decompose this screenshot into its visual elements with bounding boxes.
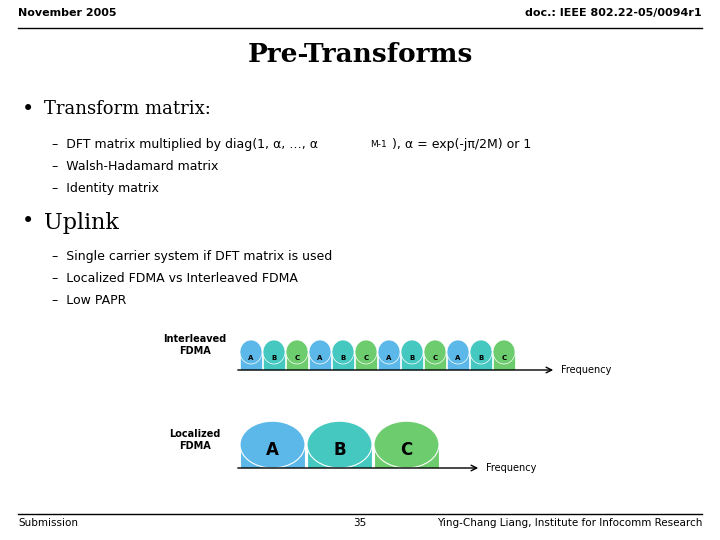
Ellipse shape xyxy=(307,421,372,468)
Bar xyxy=(240,444,305,468)
Text: November 2005: November 2005 xyxy=(18,8,117,18)
Text: Pre-Transforms: Pre-Transforms xyxy=(247,42,473,67)
Ellipse shape xyxy=(470,340,492,364)
Ellipse shape xyxy=(240,421,305,468)
Text: C: C xyxy=(433,355,438,361)
Bar xyxy=(332,352,354,370)
Text: A: A xyxy=(455,355,461,361)
Text: Ying-Chang Liang, Institute for Infocomm Research: Ying-Chang Liang, Institute for Infocomm… xyxy=(436,518,702,528)
Text: Interleaved
FDMA: Interleaved FDMA xyxy=(163,334,227,356)
Text: –  Low PAPR: – Low PAPR xyxy=(52,294,127,307)
Text: C: C xyxy=(294,355,300,361)
Ellipse shape xyxy=(401,340,423,364)
Text: –  Single carrier system if DFT matrix is used: – Single carrier system if DFT matrix is… xyxy=(52,250,332,263)
Text: C: C xyxy=(364,355,369,361)
Ellipse shape xyxy=(493,340,515,364)
Text: B: B xyxy=(271,355,276,361)
Text: A: A xyxy=(387,355,392,361)
Text: Frequency: Frequency xyxy=(486,463,536,473)
Text: –  Walsh-Hadamard matrix: – Walsh-Hadamard matrix xyxy=(52,160,218,173)
Ellipse shape xyxy=(240,340,262,364)
Text: Frequency: Frequency xyxy=(561,365,611,375)
Bar xyxy=(286,352,308,370)
Ellipse shape xyxy=(355,340,377,364)
Text: doc.: IEEE 802.22-05/0094r1: doc.: IEEE 802.22-05/0094r1 xyxy=(526,8,702,18)
Ellipse shape xyxy=(286,340,308,364)
Bar xyxy=(374,444,439,468)
Text: Submission: Submission xyxy=(18,518,78,528)
Text: Localized
FDMA: Localized FDMA xyxy=(169,429,221,451)
Text: B: B xyxy=(410,355,415,361)
Ellipse shape xyxy=(332,340,354,364)
Text: ), α = exp(-jπ/2M) or 1: ), α = exp(-jπ/2M) or 1 xyxy=(392,138,531,151)
Text: B: B xyxy=(478,355,484,361)
Ellipse shape xyxy=(447,340,469,364)
Text: –  DFT matrix multiplied by diag(1, α, …, α: – DFT matrix multiplied by diag(1, α, …,… xyxy=(52,138,318,151)
Text: B: B xyxy=(341,355,346,361)
Text: •: • xyxy=(22,100,35,119)
Text: B: B xyxy=(333,441,346,459)
Ellipse shape xyxy=(424,340,446,364)
Bar xyxy=(263,352,285,370)
Ellipse shape xyxy=(263,340,285,364)
Text: C: C xyxy=(400,441,413,459)
Text: Uplink: Uplink xyxy=(44,212,119,234)
Text: •: • xyxy=(22,212,35,231)
Text: A: A xyxy=(266,441,279,459)
Bar xyxy=(401,352,423,370)
Ellipse shape xyxy=(378,340,400,364)
Bar xyxy=(447,352,469,370)
Bar xyxy=(240,352,262,370)
Bar xyxy=(378,352,400,370)
Text: Transform matrix:: Transform matrix: xyxy=(44,100,211,118)
Text: C: C xyxy=(501,355,507,361)
Bar xyxy=(424,352,446,370)
Text: –  Identity matrix: – Identity matrix xyxy=(52,182,159,195)
Text: –  Localized FDMA vs Interleaved FDMA: – Localized FDMA vs Interleaved FDMA xyxy=(52,272,298,285)
Text: A: A xyxy=(318,355,323,361)
Bar xyxy=(307,444,372,468)
Text: M-1: M-1 xyxy=(370,140,387,149)
Text: 35: 35 xyxy=(354,518,366,528)
Bar xyxy=(493,352,515,370)
Ellipse shape xyxy=(374,421,439,468)
Bar xyxy=(355,352,377,370)
Ellipse shape xyxy=(309,340,331,364)
Bar xyxy=(470,352,492,370)
Text: A: A xyxy=(248,355,253,361)
Bar xyxy=(309,352,331,370)
